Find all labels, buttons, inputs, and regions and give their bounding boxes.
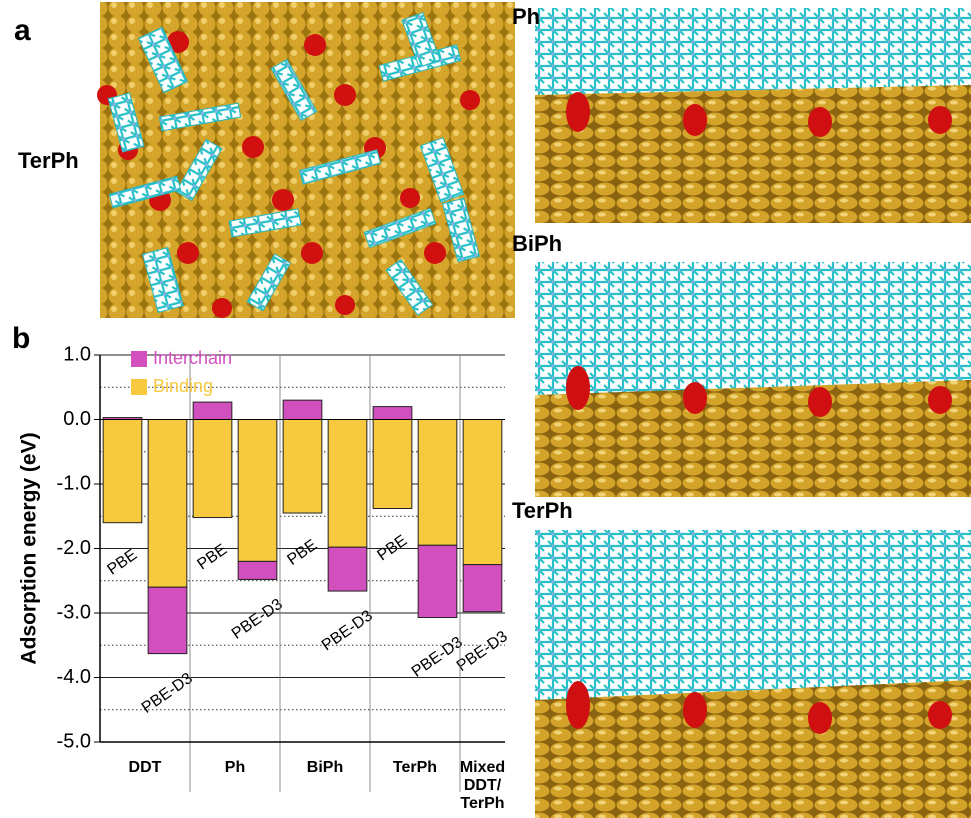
- group-label: TerPh: [392, 759, 438, 777]
- bar-segment: [328, 420, 367, 548]
- figure-svg: a TerPh b Ph BiPh TerPh 1.0 0.0 -1.0 -2.0 -3.0 -…: [0, 0, 971, 818]
- bar-segment: [238, 420, 277, 562]
- bar-label: PBE-D3: [139, 670, 196, 717]
- y-tick-label: -5.0: [57, 730, 91, 752]
- image-label: TerPh: [512, 498, 573, 523]
- image-label: TerPh: [18, 148, 79, 173]
- group-label: DDT: [122, 759, 168, 777]
- panel-label: b: [12, 322, 30, 355]
- bar-segment: [238, 561, 277, 579]
- bar-segment: [283, 400, 322, 419]
- side-image: [535, 530, 971, 818]
- y-axis-label: Adsorption energy (eV): [18, 432, 41, 664]
- y-tick-label: -2.0: [57, 537, 91, 559]
- image-label: BiPh: [512, 231, 562, 256]
- bar-segment: [148, 587, 187, 653]
- bar-label: PBE: [194, 541, 230, 573]
- side-image: [535, 8, 971, 223]
- bar-segment: [418, 545, 457, 617]
- y-tick-label: -4.0: [57, 666, 91, 688]
- bar-segment: [103, 420, 142, 523]
- image-label: Ph: [512, 4, 540, 29]
- legend-swatch: [131, 379, 147, 395]
- bar-segment: [373, 407, 412, 420]
- group-label: Mixed DDT/ TerPh: [460, 759, 506, 813]
- bar-segment: [463, 565, 502, 612]
- bar-label: PBE-D3: [454, 628, 511, 675]
- bar-segment: [328, 547, 367, 591]
- bar-segment: [463, 420, 502, 565]
- legend-label: Interchain: [153, 348, 232, 368]
- group-label: Ph: [212, 759, 258, 777]
- bar-label: PBE-D3: [409, 634, 466, 681]
- bar-segment: [373, 420, 412, 509]
- bar-label: PBE: [284, 537, 320, 569]
- y-tick-label: -1.0: [57, 472, 91, 494]
- y-tick-label: 1.0: [63, 343, 91, 365]
- legend-label: Binding: [153, 376, 213, 396]
- bar-segment: [418, 420, 457, 546]
- bar-label: PBE-D3: [229, 596, 286, 643]
- bar-segment: [148, 420, 187, 588]
- bar-segment: [283, 420, 322, 514]
- y-tick-label: 0.0: [63, 408, 91, 430]
- bar-segment: [193, 420, 232, 518]
- bar-label: PBE: [374, 532, 410, 564]
- figure: a TerPh b Ph BiPh TerPh 1.0 0.0 -1.0 -2.0 -3.0 -…: [0, 0, 971, 818]
- legend-swatch: [131, 351, 147, 367]
- panel-label: a: [14, 14, 31, 47]
- y-tick-label: -3.0: [57, 601, 91, 623]
- side-image: [535, 262, 971, 497]
- group-label: BiPh: [302, 759, 348, 777]
- bar-label: PBE: [104, 546, 140, 578]
- image-a: [97, 2, 515, 318]
- bar-label: PBE-D3: [319, 607, 376, 654]
- bar-segment: [193, 402, 232, 419]
